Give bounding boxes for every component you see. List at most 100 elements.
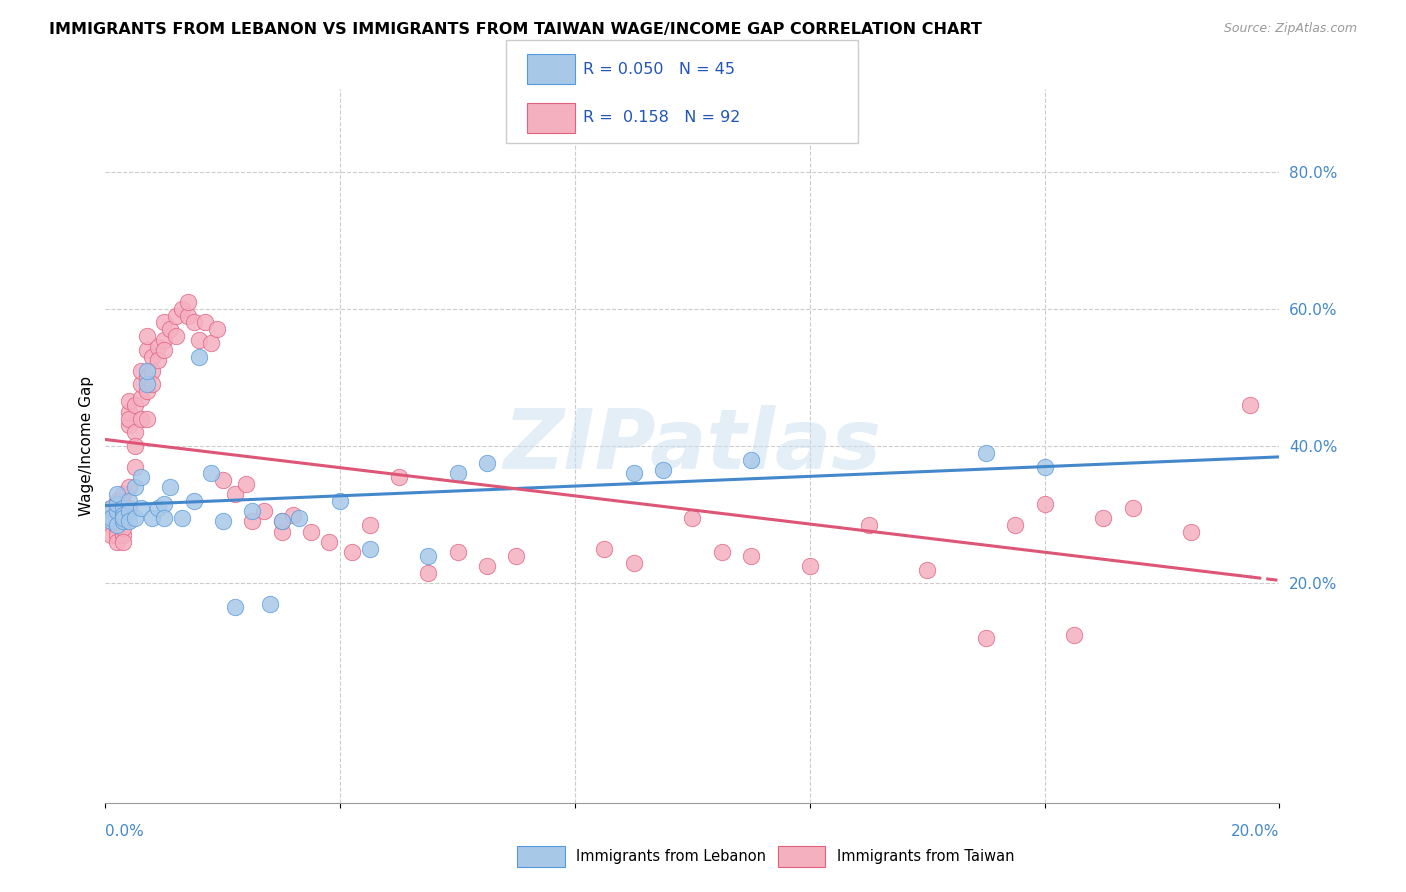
Y-axis label: Wage/Income Gap: Wage/Income Gap: [79, 376, 94, 516]
Point: [299, 524, 322, 539]
Point: [112, 500, 135, 515]
Point: [176, 309, 198, 323]
Point: [124, 398, 146, 412]
Point: [112, 521, 135, 535]
Point: [858, 517, 880, 532]
Point: [112, 511, 135, 525]
Point: [105, 511, 128, 525]
Point: [159, 322, 181, 336]
Point: [105, 504, 128, 518]
Point: [148, 339, 170, 353]
Point: [118, 394, 141, 409]
Point: [100, 500, 122, 515]
Point: [118, 504, 141, 518]
Point: [100, 508, 122, 522]
Point: [153, 316, 176, 330]
Point: [135, 377, 157, 392]
Point: [974, 631, 997, 645]
Point: [153, 497, 176, 511]
Point: [118, 418, 141, 433]
Point: [682, 511, 704, 525]
Point: [100, 511, 122, 525]
Point: [165, 329, 187, 343]
Point: [475, 456, 498, 470]
Point: [224, 600, 246, 615]
Point: [740, 452, 762, 467]
Text: Immigrants from Lebanon: Immigrants from Lebanon: [576, 849, 766, 863]
Point: [505, 549, 527, 563]
Point: [200, 336, 222, 351]
Point: [112, 487, 135, 501]
Point: [105, 517, 128, 532]
Point: [359, 517, 381, 532]
Point: [205, 322, 228, 336]
Point: [118, 515, 141, 529]
Point: [211, 515, 233, 529]
Point: [100, 528, 122, 542]
Point: [1122, 500, 1144, 515]
Point: [129, 411, 152, 425]
Point: [176, 294, 198, 309]
Point: [799, 559, 821, 574]
Point: [135, 343, 157, 357]
Point: [105, 494, 128, 508]
Point: [141, 511, 163, 525]
Point: [124, 480, 146, 494]
Text: 20.0%: 20.0%: [1232, 824, 1279, 839]
Point: [100, 517, 122, 532]
Point: [446, 467, 468, 481]
Point: [105, 497, 128, 511]
Text: R =  0.158   N = 92: R = 0.158 N = 92: [583, 111, 741, 125]
Point: [124, 459, 146, 474]
Point: [165, 309, 187, 323]
Text: R = 0.050   N = 45: R = 0.050 N = 45: [583, 62, 735, 77]
Point: [112, 500, 135, 515]
Point: [141, 377, 163, 392]
Point: [112, 511, 135, 525]
Point: [283, 508, 305, 522]
Point: [388, 470, 411, 484]
Point: [288, 511, 311, 525]
Point: [105, 528, 128, 542]
Point: [240, 515, 263, 529]
Point: [124, 439, 146, 453]
Point: [270, 515, 292, 529]
Point: [105, 508, 128, 522]
Point: [148, 500, 170, 515]
Point: [211, 473, 233, 487]
Point: [135, 329, 157, 343]
Point: [100, 515, 122, 529]
Point: [105, 497, 128, 511]
Point: [124, 425, 146, 440]
Point: [740, 549, 762, 563]
Point: [1033, 497, 1056, 511]
Point: [183, 494, 205, 508]
Point: [224, 487, 246, 501]
Point: [135, 411, 157, 425]
Point: [359, 541, 381, 556]
Point: [135, 370, 157, 384]
Point: [129, 500, 152, 515]
Point: [170, 511, 193, 525]
Text: IMMIGRANTS FROM LEBANON VS IMMIGRANTS FROM TAIWAN WAGE/INCOME GAP CORRELATION CH: IMMIGRANTS FROM LEBANON VS IMMIGRANTS FR…: [49, 22, 981, 37]
Point: [124, 511, 146, 525]
Point: [129, 377, 152, 392]
Point: [170, 301, 193, 316]
Point: [446, 545, 468, 559]
Point: [118, 494, 141, 508]
Point: [112, 535, 135, 549]
Text: Immigrants from Taiwan: Immigrants from Taiwan: [837, 849, 1014, 863]
Text: ZIPatlas: ZIPatlas: [503, 406, 882, 486]
Point: [318, 535, 340, 549]
Point: [652, 463, 675, 477]
Point: [974, 446, 997, 460]
Point: [1239, 398, 1261, 412]
Point: [270, 515, 292, 529]
Point: [418, 566, 440, 580]
Point: [194, 316, 217, 330]
Point: [1063, 628, 1085, 642]
Point: [153, 511, 176, 525]
Point: [418, 549, 440, 563]
Point: [129, 470, 152, 484]
Point: [183, 316, 205, 330]
